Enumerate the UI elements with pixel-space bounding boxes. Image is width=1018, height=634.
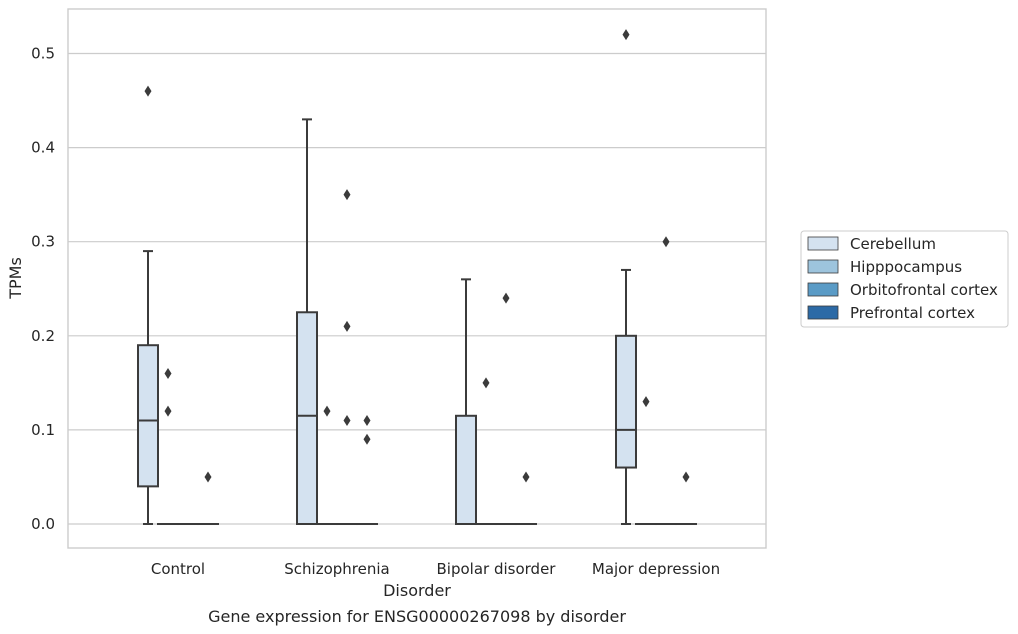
legend-label-prefrontal-cortex: Prefrontal cortex bbox=[850, 304, 975, 322]
y-tick-label: 0.3 bbox=[31, 233, 55, 251]
box-plot-marks bbox=[137, 29, 697, 526]
box-iqr bbox=[455, 414, 477, 525]
outlier-point bbox=[204, 471, 212, 483]
box-orbitofrontal-cortex-bipolar-disorder bbox=[495, 292, 517, 526]
legend-label-orbitofrontal-cortex: Orbitofrontal cortex bbox=[850, 281, 998, 299]
y-axis-label: TPMs bbox=[6, 257, 25, 300]
outlier-point bbox=[522, 471, 530, 483]
box-cerebellum-control bbox=[137, 85, 159, 525]
box-orbitofrontal-cortex-major-depression bbox=[655, 236, 677, 526]
legend-swatch-orbitofrontal-cortex bbox=[807, 282, 839, 297]
outlier-point bbox=[642, 396, 650, 408]
outlier-point bbox=[343, 320, 351, 332]
box-iqr bbox=[615, 334, 637, 469]
outlier-point bbox=[343, 414, 351, 426]
x-tick-label: Major depression bbox=[592, 560, 720, 578]
box-prefrontal-cortex-major-depression bbox=[675, 471, 697, 526]
box-orbitofrontal-cortex-schizophrenia bbox=[336, 189, 358, 526]
legend-swatch-hippocampus bbox=[807, 259, 839, 274]
x-tick-label: Bipolar disorder bbox=[437, 560, 557, 578]
y-tick-label: 0.1 bbox=[31, 421, 55, 439]
legend-label-hippocampus: Hipppocampus bbox=[850, 258, 962, 276]
outlier-point bbox=[323, 405, 331, 417]
box-cerebellum-schizophrenia bbox=[296, 118, 318, 525]
legend-swatch-cerebellum bbox=[807, 236, 839, 251]
grid-lines bbox=[68, 52, 766, 525]
box-hipppocampus-schizophrenia bbox=[316, 405, 338, 526]
y-tick-label: 0.0 bbox=[31, 515, 55, 533]
legend: Cerebellum Hipppocampus Orbitofrontal co… bbox=[800, 230, 1009, 328]
y-tick-label: 0.4 bbox=[31, 139, 55, 157]
box-iqr bbox=[137, 344, 159, 488]
outlier-point bbox=[622, 29, 630, 41]
legend-frame bbox=[800, 230, 1009, 328]
x-axis-label: Disorder bbox=[383, 581, 451, 600]
outlier-point bbox=[482, 377, 490, 389]
outlier-point bbox=[343, 189, 351, 201]
box-prefrontal-cortex-schizophrenia bbox=[356, 414, 378, 526]
legend-label-cerebellum: Cerebellum bbox=[850, 235, 936, 253]
x-tick-labels: Control Schizophrenia Bipolar disorder Majo… bbox=[151, 560, 720, 578]
plot-frame bbox=[67, 8, 767, 549]
box-hipppocampus-control bbox=[157, 367, 179, 526]
box-hipppocampus-bipolar-disorder bbox=[475, 377, 497, 526]
y-tick-label: 0.5 bbox=[31, 45, 55, 63]
outlier-point bbox=[164, 405, 172, 417]
box-iqr bbox=[296, 311, 318, 525]
outlier-point bbox=[363, 433, 371, 445]
x-tick-label: Control bbox=[151, 560, 205, 578]
x-tick-label: Schizophrenia bbox=[284, 560, 389, 578]
box-cerebellum-major-depression bbox=[615, 29, 637, 525]
outlier-point bbox=[164, 367, 172, 379]
y-tick-labels: 0.0 0.1 0.2 0.3 0.4 0.5 bbox=[31, 45, 55, 534]
legend-swatch-prefrontal-cortex bbox=[807, 305, 839, 320]
y-tick-label: 0.2 bbox=[31, 327, 55, 345]
box-prefrontal-cortex-bipolar-disorder bbox=[515, 471, 537, 526]
outlier-point bbox=[144, 85, 152, 97]
box-cerebellum-bipolar-disorder bbox=[455, 278, 477, 525]
outlier-point bbox=[682, 471, 690, 483]
outlier-point bbox=[363, 414, 371, 426]
box-hipppocampus-major-depression bbox=[635, 396, 657, 526]
outlier-point bbox=[662, 236, 670, 248]
chart-title: Gene expression for ENSG00000267098 by d… bbox=[208, 607, 626, 626]
outlier-point bbox=[502, 292, 510, 304]
box-prefrontal-cortex-control bbox=[197, 471, 219, 526]
